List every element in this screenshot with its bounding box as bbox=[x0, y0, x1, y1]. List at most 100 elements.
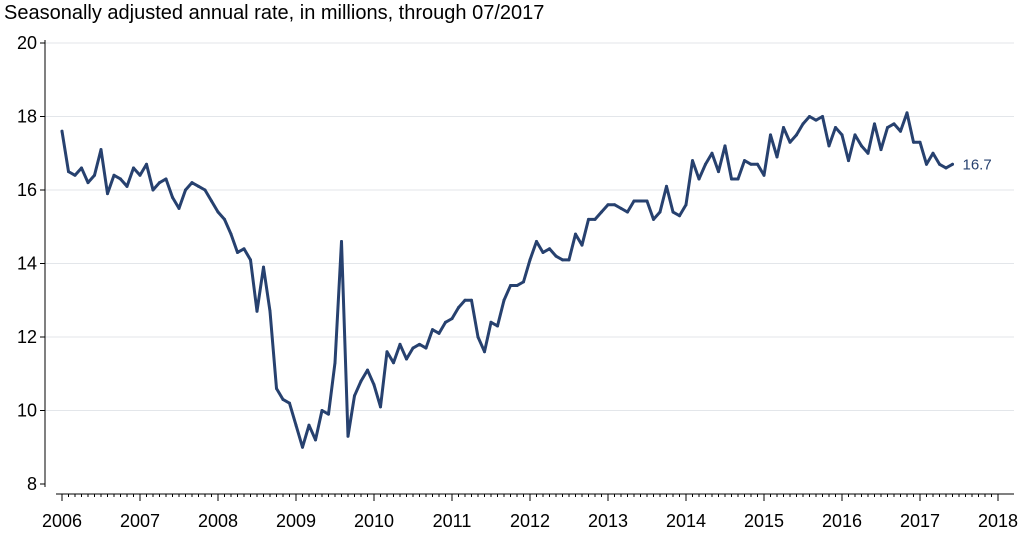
data-point bbox=[873, 122, 876, 126]
data-point bbox=[769, 133, 772, 137]
data-point bbox=[658, 210, 662, 214]
data-point bbox=[938, 162, 941, 166]
data-point bbox=[489, 320, 493, 324]
x-tick-label-2008: 2008 bbox=[198, 511, 238, 531]
data-point bbox=[145, 162, 148, 166]
data-point bbox=[860, 144, 863, 148]
data-point bbox=[925, 162, 928, 166]
data-point bbox=[314, 438, 317, 442]
data-point bbox=[788, 140, 792, 144]
data-point bbox=[717, 170, 720, 174]
data-point bbox=[333, 361, 337, 365]
data-point bbox=[567, 258, 571, 262]
data-point bbox=[502, 298, 506, 302]
data-point bbox=[437, 331, 441, 335]
data-point bbox=[294, 423, 298, 427]
data-point bbox=[808, 115, 811, 118]
data-point bbox=[307, 423, 311, 427]
x-tick-label-2010: 2010 bbox=[354, 511, 394, 531]
data-point bbox=[203, 188, 207, 192]
data-point bbox=[93, 173, 96, 177]
data-point bbox=[613, 203, 616, 207]
data-point bbox=[288, 401, 291, 405]
data-point bbox=[86, 181, 90, 185]
data-point bbox=[385, 350, 389, 354]
data-point bbox=[223, 217, 226, 221]
data-point bbox=[431, 328, 434, 332]
data-point bbox=[80, 166, 83, 170]
data-point bbox=[710, 151, 714, 155]
data-point bbox=[847, 159, 850, 163]
y-tick-label-20: 20 bbox=[17, 33, 37, 53]
data-point bbox=[132, 166, 135, 170]
data-point bbox=[905, 111, 909, 115]
x-tick-label-2012: 2012 bbox=[510, 511, 550, 531]
data-point bbox=[600, 210, 603, 214]
data-point bbox=[678, 214, 681, 218]
data-point bbox=[483, 350, 486, 354]
data-point bbox=[951, 162, 954, 166]
data-point bbox=[372, 383, 376, 387]
end-value-label: 16.7 bbox=[963, 156, 992, 173]
data-point bbox=[112, 173, 116, 177]
data-point bbox=[736, 177, 740, 181]
data-point bbox=[320, 409, 324, 412]
data-point bbox=[60, 129, 64, 133]
data-point bbox=[665, 184, 668, 188]
data-point bbox=[886, 126, 889, 130]
data-point bbox=[463, 298, 467, 302]
data-point bbox=[580, 243, 584, 247]
data-point bbox=[405, 357, 408, 361]
data-point bbox=[275, 386, 278, 390]
data-point bbox=[359, 379, 363, 383]
data-point bbox=[691, 159, 694, 163]
data-point bbox=[528, 258, 532, 262]
data-point bbox=[866, 151, 870, 155]
data-point bbox=[704, 162, 707, 166]
data-point bbox=[184, 188, 187, 192]
x-tick-label-2007: 2007 bbox=[120, 511, 160, 531]
data-point bbox=[587, 217, 590, 221]
data-point bbox=[444, 320, 447, 324]
data-point bbox=[548, 247, 551, 251]
data-point bbox=[151, 188, 155, 192]
data-point bbox=[775, 155, 779, 159]
data-point bbox=[782, 126, 785, 130]
data-point bbox=[262, 265, 265, 269]
data-point bbox=[229, 232, 233, 236]
gridlines bbox=[45, 42, 1014, 411]
data-point bbox=[626, 210, 629, 214]
data-point bbox=[684, 203, 688, 207]
x-tick-label-2016: 2016 bbox=[822, 511, 862, 531]
data-point bbox=[366, 368, 369, 372]
data-point bbox=[457, 306, 460, 310]
data-point bbox=[424, 346, 428, 350]
data-point bbox=[639, 199, 642, 203]
x-tick-label-2009: 2009 bbox=[276, 511, 316, 531]
x-tick-label-2015: 2015 bbox=[744, 511, 784, 531]
y-tick-label-16: 16 bbox=[17, 180, 37, 200]
x-tick-label-2014: 2014 bbox=[666, 511, 706, 531]
data-point bbox=[138, 173, 142, 177]
data-point bbox=[398, 342, 402, 346]
data-point bbox=[392, 361, 395, 365]
data-point bbox=[125, 184, 129, 188]
data-point bbox=[821, 115, 824, 118]
data-point bbox=[496, 324, 499, 328]
data-point bbox=[795, 133, 798, 137]
data-point bbox=[561, 258, 564, 262]
data-point bbox=[99, 148, 103, 152]
data-point bbox=[281, 397, 285, 401]
data-point bbox=[158, 181, 161, 185]
data-point bbox=[645, 199, 649, 203]
x-tick-label-2011: 2011 bbox=[433, 511, 472, 531]
x-tick-label-2017: 2017 bbox=[900, 511, 940, 531]
series-line-0 bbox=[60, 111, 954, 449]
y-tick-label-8: 8 bbox=[27, 474, 37, 494]
chart-title: Seasonally adjusted annual rate, in mill… bbox=[4, 2, 545, 24]
data-point bbox=[67, 170, 70, 174]
x-tick-label-2018: 2018 bbox=[978, 511, 1018, 531]
axes bbox=[40, 40, 1014, 501]
data-point bbox=[379, 405, 382, 409]
data-point bbox=[918, 140, 922, 144]
